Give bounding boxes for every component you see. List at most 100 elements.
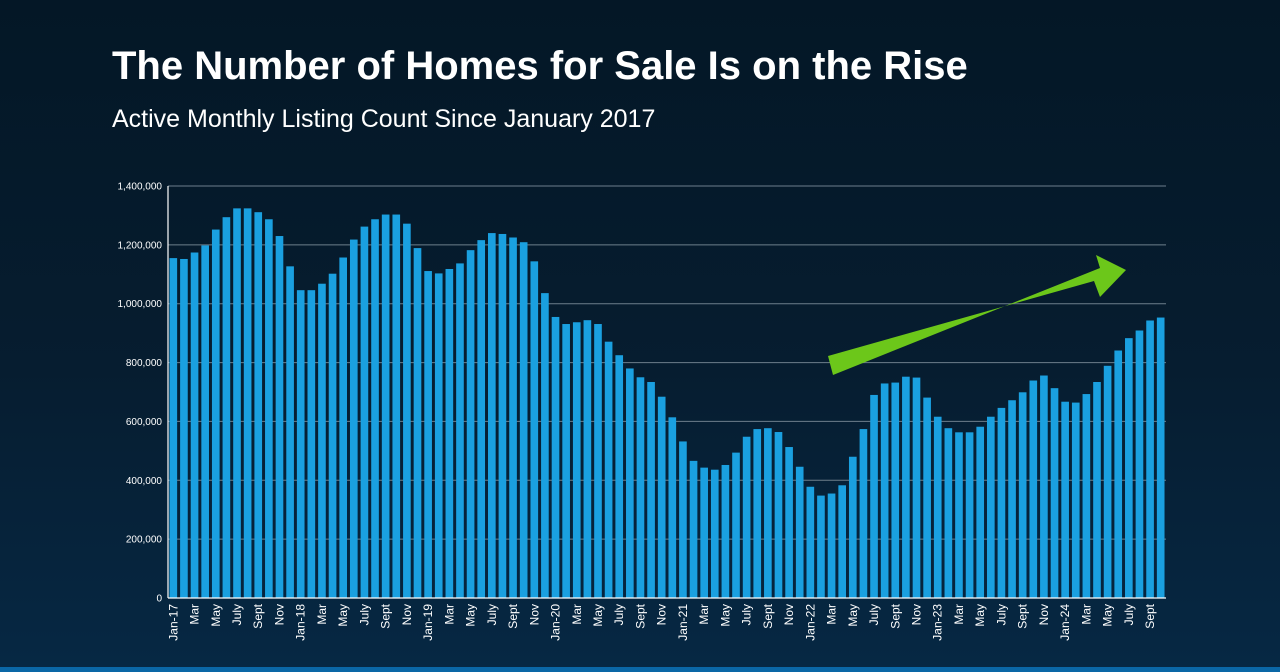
x-tick-label: Mar: [1079, 604, 1093, 625]
x-tick-label: Sept: [1016, 603, 1030, 628]
x-tick-label: Nov: [400, 604, 414, 625]
bar: [753, 429, 762, 598]
bar: [721, 464, 730, 598]
bar: [732, 452, 740, 598]
bar: [1156, 317, 1165, 598]
y-tick-label: 1,400,000: [118, 182, 163, 193]
bar: [1008, 400, 1016, 598]
x-tick-label: Jan-23: [931, 604, 945, 641]
x-tick-label: Sept: [761, 603, 775, 628]
x-tick-label: May: [209, 604, 223, 627]
y-tick-label: 600,000: [126, 417, 163, 428]
x-tick-label: Mar: [825, 604, 839, 625]
y-tick-label: 400,000: [126, 476, 163, 487]
bar: [413, 248, 422, 598]
bar: [1135, 330, 1144, 598]
bar: [785, 447, 793, 598]
x-tick-label: May: [846, 604, 860, 627]
bar: [1050, 388, 1059, 598]
bar: [657, 396, 666, 598]
bar: [328, 273, 337, 598]
bar: [870, 394, 878, 598]
gridlines: [168, 185, 1166, 540]
x-tick-label: Jan-17: [166, 604, 180, 641]
bar: [912, 377, 921, 598]
page-title: The Number of Homes for Sale Is on the R…: [112, 44, 968, 88]
bar: [572, 322, 581, 598]
x-tick-label: May: [718, 604, 732, 627]
y-tick-label: 800,000: [126, 358, 163, 369]
bar: [265, 219, 273, 599]
x-tick-label: Mar: [188, 604, 202, 625]
x-tick-label: July: [994, 604, 1008, 625]
bar: [477, 240, 486, 599]
bar: [647, 381, 655, 598]
bar: [307, 290, 316, 598]
bar: [817, 495, 825, 598]
y-tick-label: 0: [156, 594, 162, 605]
y-tick-label: 1,000,000: [118, 299, 163, 310]
x-tick-label: May: [1101, 604, 1115, 627]
bar: [275, 236, 284, 598]
bar: [1093, 381, 1101, 598]
bars: [169, 208, 1165, 599]
y-axis-tick-labels: 0 200,000 400,000 600,000 800,000 1,000,000 1,…: [118, 182, 163, 605]
bar: [371, 219, 379, 599]
x-tick-label: July: [740, 604, 754, 625]
bar: [742, 436, 751, 598]
bar: [902, 376, 910, 598]
bar: [562, 324, 570, 598]
x-tick-label: Nov: [1037, 604, 1051, 625]
bar: [1114, 350, 1123, 598]
x-tick-label: May: [336, 604, 350, 627]
page-subtitle: Active Monthly Listing Count Since Janua…: [112, 105, 656, 133]
bar: [880, 383, 889, 598]
bar: [615, 355, 624, 598]
bar: [190, 252, 199, 598]
bar: [997, 407, 1006, 598]
x-tick-label: Sept: [379, 603, 393, 628]
bar: [286, 266, 294, 598]
bar: [933, 416, 942, 598]
bar: [774, 432, 783, 598]
bar: [976, 426, 985, 598]
bar: [169, 258, 178, 598]
x-tick-label: Sept: [1143, 603, 1157, 628]
bar: [360, 226, 369, 598]
x-tick-label: Jan-19: [421, 604, 435, 641]
x-tick-label: Mar: [442, 604, 456, 625]
x-axis-tick-labels: Jan-17 Mar May July Sept Nov Jan-18 Mar May July S…: [166, 603, 1157, 640]
x-tick-label: Nov: [527, 604, 541, 625]
bar: [700, 467, 708, 598]
bar: [434, 273, 443, 598]
x-tick-label: Jan-22: [803, 604, 817, 641]
bar: [222, 217, 231, 599]
bar: [1125, 338, 1133, 598]
bar: [424, 271, 432, 598]
x-tick-label: Jan-18: [294, 604, 308, 641]
bar: [848, 456, 857, 598]
bar: [339, 257, 348, 598]
x-tick-label: Jan-21: [676, 604, 690, 641]
bar: [668, 417, 677, 598]
bar: [487, 233, 496, 599]
bar: [381, 214, 390, 598]
bar: [1018, 392, 1027, 598]
bar: [211, 229, 220, 598]
bar: [944, 428, 953, 598]
bar: [795, 466, 804, 598]
bar: [1040, 375, 1048, 598]
bar: [392, 214, 401, 598]
x-tick-label: July: [612, 604, 626, 625]
bar: [679, 441, 687, 598]
bar: [403, 223, 411, 598]
x-tick-label: Mar: [952, 604, 966, 625]
bar: [806, 486, 815, 598]
bar: [626, 368, 634, 598]
x-tick-label: Nov: [910, 604, 924, 625]
bar: [519, 242, 528, 599]
bar: [466, 250, 475, 598]
bar: [583, 320, 592, 598]
bar: [296, 290, 305, 598]
